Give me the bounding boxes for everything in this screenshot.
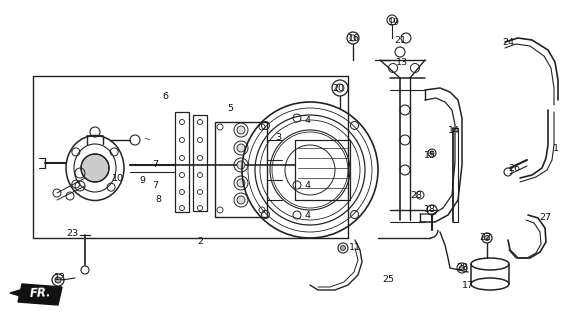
Text: 15: 15 <box>424 150 436 159</box>
Text: 17: 17 <box>462 281 474 290</box>
Text: 24: 24 <box>502 37 514 46</box>
Circle shape <box>237 179 245 187</box>
Text: 21: 21 <box>394 36 406 44</box>
Text: 4: 4 <box>305 116 311 124</box>
Bar <box>215 122 267 217</box>
Circle shape <box>237 144 245 152</box>
Text: 25: 25 <box>382 276 394 284</box>
Text: 27: 27 <box>539 213 551 222</box>
Circle shape <box>237 161 245 169</box>
Text: 4: 4 <box>305 180 311 189</box>
Text: 14: 14 <box>448 125 460 134</box>
Polygon shape <box>18 284 62 305</box>
Bar <box>175 112 189 212</box>
Text: 16: 16 <box>348 34 360 43</box>
Circle shape <box>430 151 434 155</box>
Text: 8: 8 <box>155 196 161 204</box>
Text: 6: 6 <box>162 92 168 100</box>
Circle shape <box>237 196 245 204</box>
Text: 2: 2 <box>197 237 203 246</box>
Text: 13: 13 <box>396 58 408 67</box>
Text: 7: 7 <box>152 180 158 189</box>
Circle shape <box>459 266 465 270</box>
Text: 28: 28 <box>410 191 422 201</box>
Text: 7: 7 <box>152 159 158 169</box>
Text: 5: 5 <box>227 103 233 113</box>
Text: 3: 3 <box>275 132 281 141</box>
Text: 26: 26 <box>508 164 520 172</box>
Circle shape <box>340 245 346 251</box>
Text: 20: 20 <box>332 84 344 92</box>
Text: 4: 4 <box>305 211 311 220</box>
Text: 10: 10 <box>112 173 124 182</box>
Text: 18: 18 <box>424 205 436 214</box>
Text: FR.: FR. <box>29 286 51 300</box>
Circle shape <box>237 126 245 134</box>
Text: 11: 11 <box>349 244 361 252</box>
Circle shape <box>81 154 109 182</box>
Circle shape <box>484 236 490 241</box>
Text: 12: 12 <box>54 274 66 283</box>
Polygon shape <box>10 290 20 296</box>
Bar <box>295 140 350 200</box>
Text: 28: 28 <box>456 263 468 273</box>
Text: 9: 9 <box>139 175 145 185</box>
Circle shape <box>55 277 61 283</box>
Text: 23: 23 <box>66 228 78 237</box>
Text: 22: 22 <box>479 234 491 243</box>
Bar <box>193 115 207 211</box>
Text: 19: 19 <box>388 18 400 27</box>
Text: 1: 1 <box>553 143 559 153</box>
